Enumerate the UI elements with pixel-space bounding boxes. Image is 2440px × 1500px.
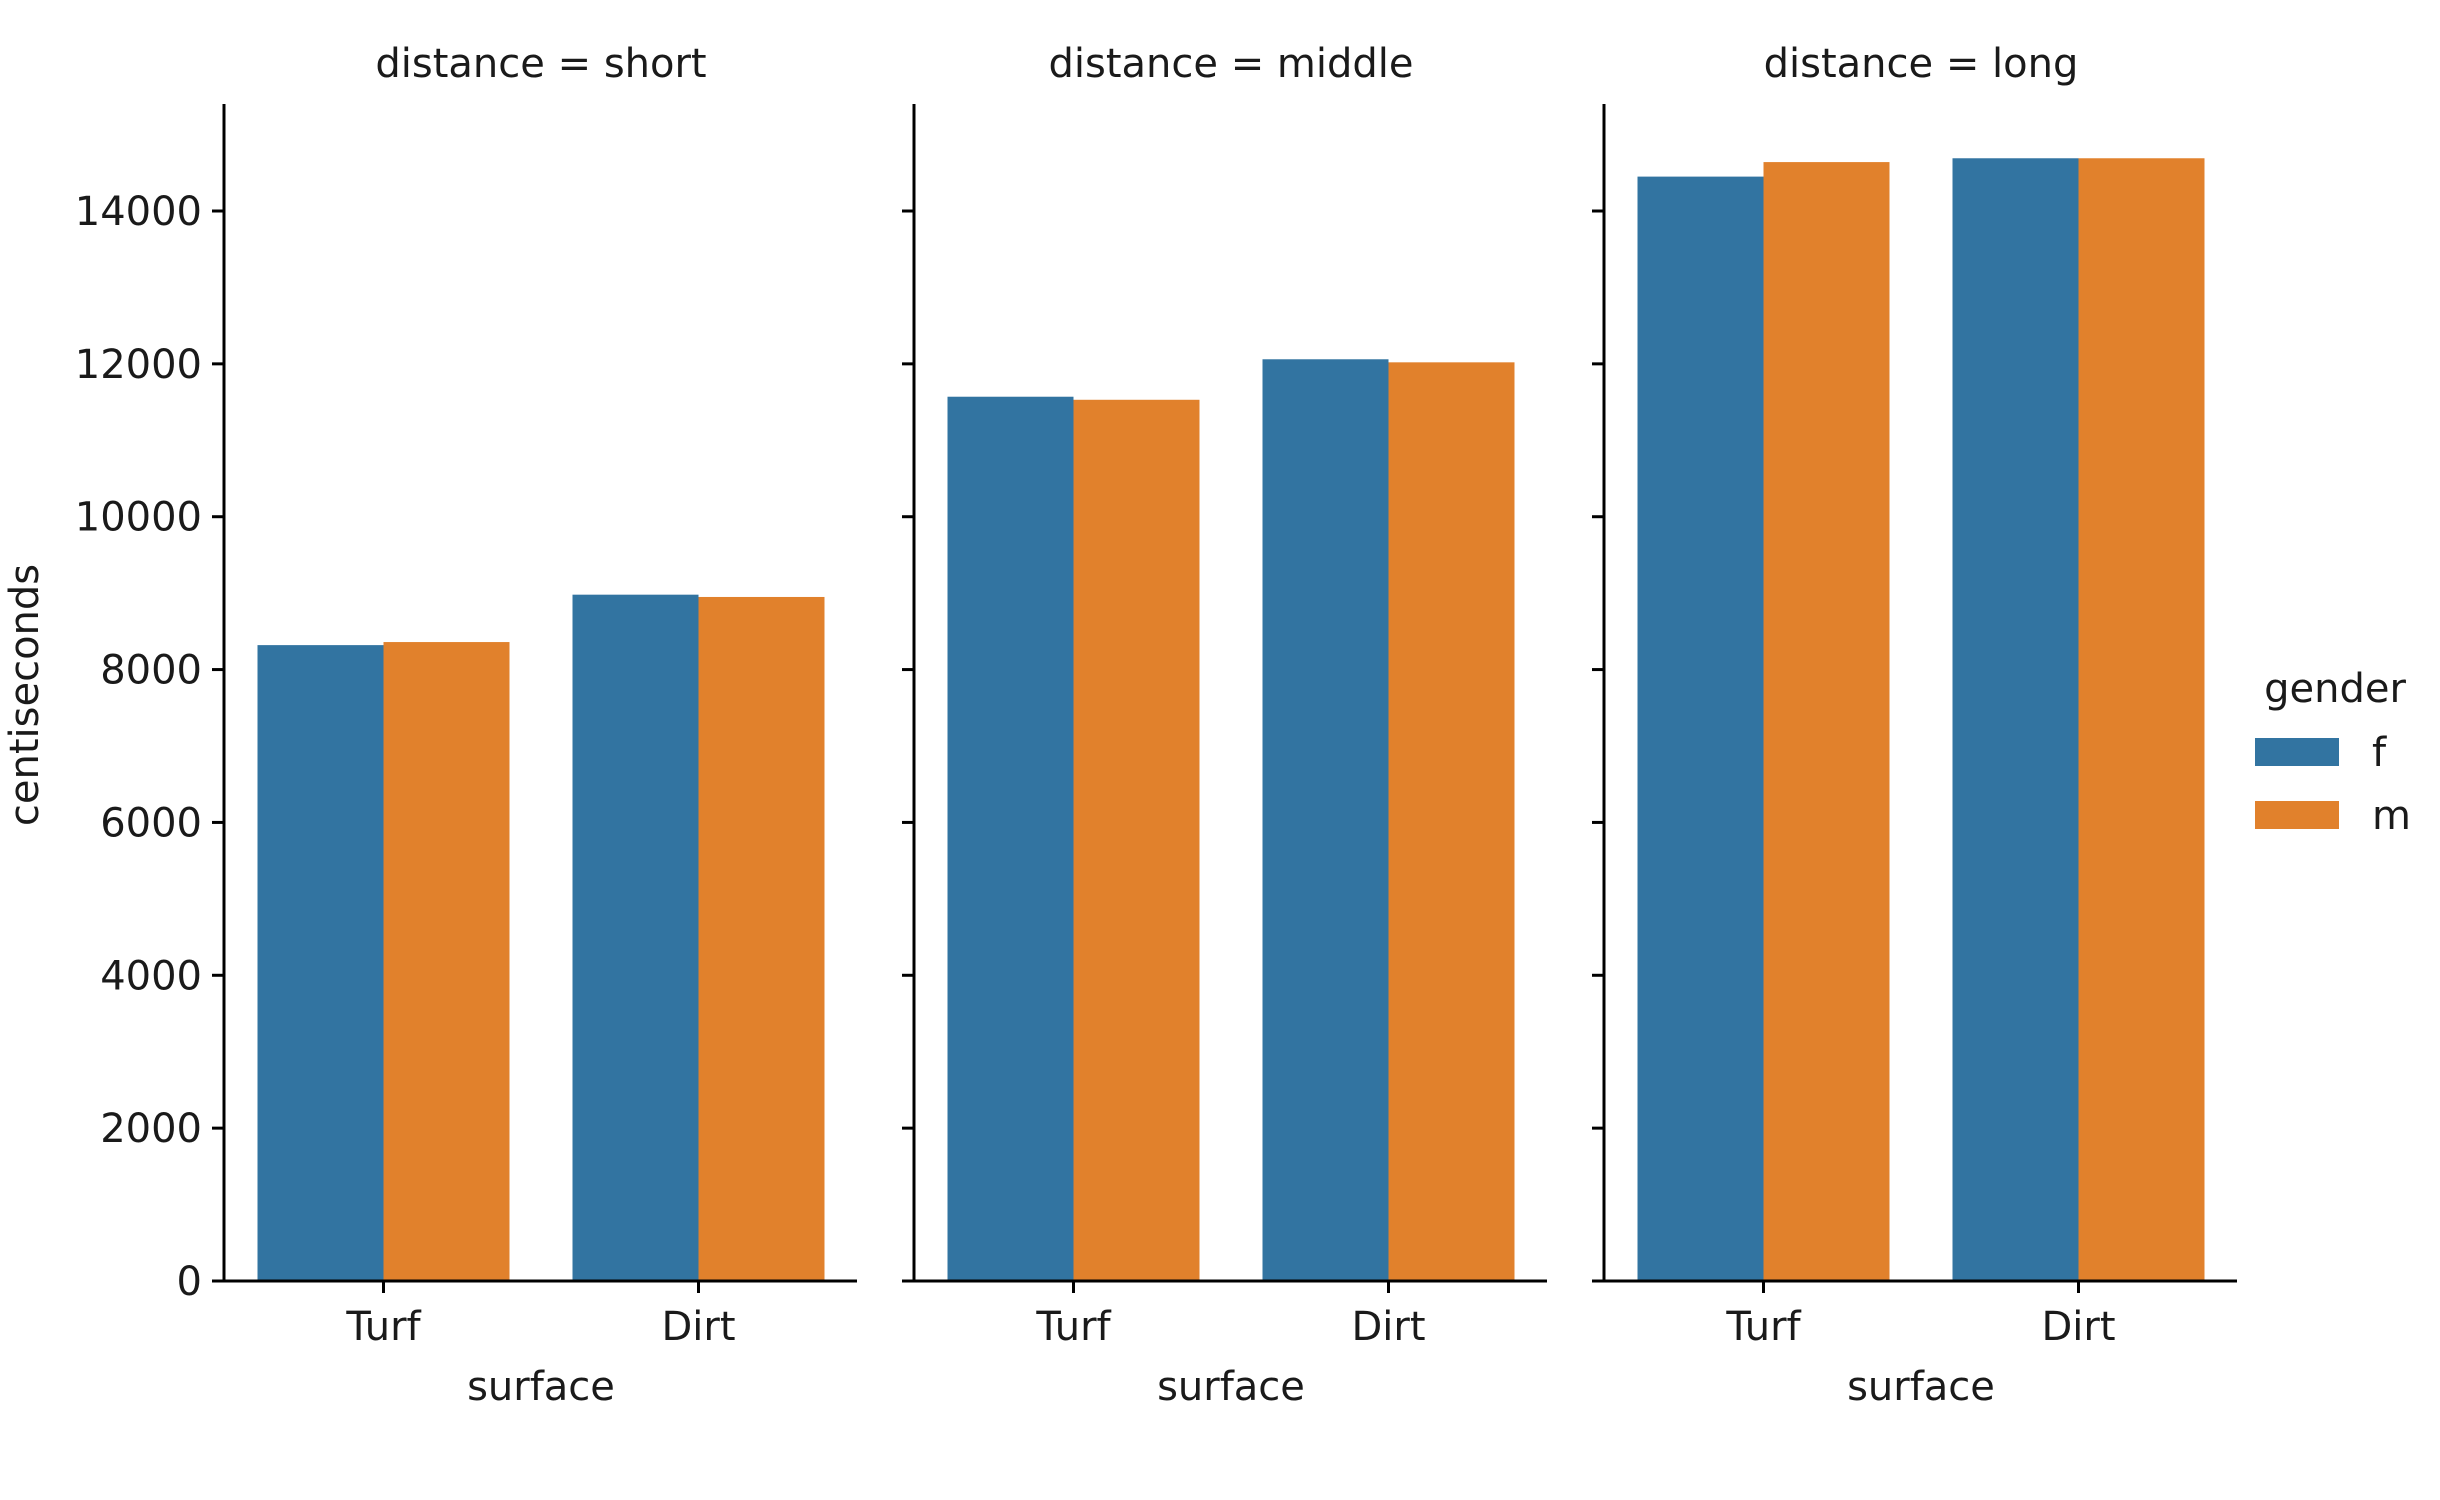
y-tick-label: 14000 [75,189,202,235]
y-tick-label: 2000 [100,1106,202,1152]
x-axis-label: surface [1847,1364,1995,1410]
y-tick-label: 0 [177,1259,202,1305]
bar [698,596,825,1281]
bar [2078,158,2205,1281]
bar [1952,158,2079,1281]
legend-label: f [2372,730,2387,776]
y-axis-label-group: centiseconds [2,564,48,826]
facets: distance = short Turf Dirt 0 2000 4000 6000 800… [75,41,2237,1410]
legend-title: gender [2264,666,2406,712]
facet-panel: distance = short Turf Dirt 0 2000 4000 6000 800… [75,41,857,1410]
y-tick-label: 6000 [100,800,202,846]
bar [947,396,1074,1281]
y-tick-label: 10000 [75,495,202,541]
bar [383,642,510,1281]
x-tick-label: Turf [1035,1304,1111,1350]
y-tick-label: 8000 [100,648,202,694]
legend: gender fm [2255,666,2411,839]
bar [1388,362,1515,1281]
y-tick-label: 12000 [75,342,202,388]
legend-swatch [2255,801,2339,829]
bar [1763,162,1890,1282]
facet-title: distance = middle [1048,41,1413,87]
facet-panel: distance = middle Turf Dirt surface [902,41,1547,1410]
x-tick-label: Dirt [2041,1304,2115,1350]
facet-title: distance = long [1764,41,2079,87]
x-tick-label: Dirt [1351,1304,1425,1350]
x-axis-label: surface [1157,1364,1305,1410]
legend-swatch [2255,738,2339,766]
y-tick-label: 4000 [100,953,202,999]
x-tick-label: Dirt [661,1304,735,1350]
x-axis-label: surface [467,1364,615,1410]
bar [1262,359,1389,1281]
x-tick-label: Turf [345,1304,421,1350]
bar [1637,176,1764,1281]
facet-panel: distance = long Turf Dirt surface [1592,41,2237,1410]
y-axis-label: centiseconds [2,564,48,826]
facet-title: distance = short [375,41,706,87]
bar [257,645,384,1281]
legend-label: m [2372,793,2411,839]
bar [1073,399,1200,1281]
x-tick-label: Turf [1725,1304,1801,1350]
bar [572,594,699,1281]
